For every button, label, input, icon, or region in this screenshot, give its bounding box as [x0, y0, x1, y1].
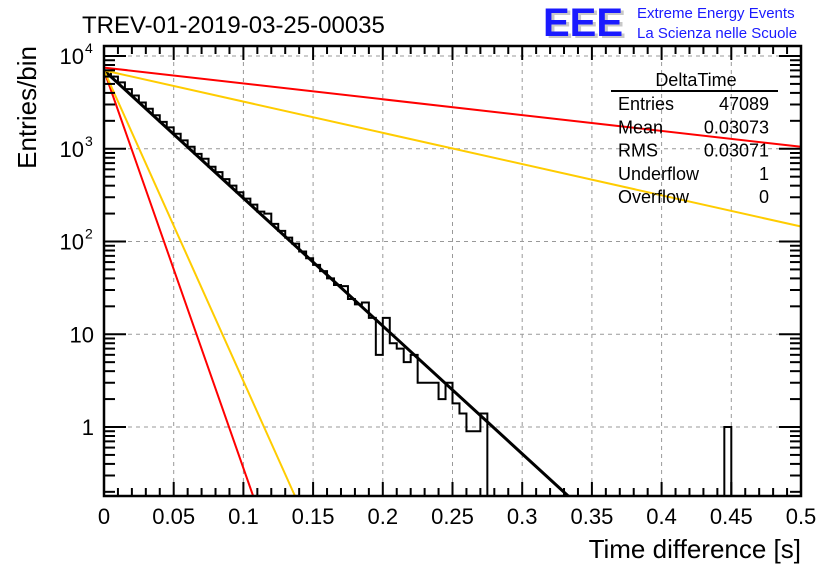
- fit-line-yellow-steep: [103, 69, 296, 497]
- stats-label: Underflow: [618, 164, 700, 184]
- histogram-bin: [355, 304, 362, 496]
- logo-line-2: La Scienza nelle Scuole: [637, 25, 797, 42]
- stats-label: Entries: [618, 94, 674, 114]
- stats-box: DeltaTime Entries 47089 Mean 0.03073 RMS 0.03…: [611, 70, 778, 207]
- y-tick-label: 10: [60, 230, 84, 255]
- stats-label: Mean: [618, 117, 663, 137]
- x-tick-label: 0.15: [292, 504, 335, 529]
- histogram-bin: [160, 122, 167, 496]
- histogram-bin: [334, 285, 341, 496]
- histogram-bin: [118, 82, 125, 496]
- histogram-bin: [195, 154, 202, 496]
- x-tick-label: 0.5: [786, 504, 817, 529]
- histogram-bin: [327, 278, 334, 496]
- histogram-bin: [348, 299, 355, 496]
- histogram-bin: [439, 399, 446, 496]
- histogram-bin: [292, 244, 299, 496]
- x-tick-labels: 0 0.05 0.1 0.15 0.2 0.25 0.3 0.35 0.4 0.45 0.5: [98, 504, 816, 529]
- fit-line-yellow-shallow: [103, 69, 802, 228]
- x-tick-label: 0.05: [152, 504, 195, 529]
- histogram-bin: [404, 362, 411, 496]
- y-tick-label: 10: [70, 322, 94, 347]
- histogram-bin: [306, 258, 313, 496]
- y-tick-label: 1: [82, 415, 94, 440]
- x-tick-label: 0: [98, 504, 110, 529]
- grid: [104, 46, 801, 496]
- fit-line-red-steep: [103, 70, 255, 497]
- histogram-bin: [724, 427, 731, 496]
- histogram-bin: [473, 431, 480, 496]
- x-tick-label: 0.1: [228, 504, 259, 529]
- x-axis-label: Time difference [s]: [589, 534, 801, 564]
- x-tick-label: 0.2: [368, 504, 399, 529]
- eee-logo: EEE EEE Extreme Energy Events La Scienza…: [543, 1, 797, 47]
- stats-value: 47089: [719, 94, 769, 114]
- histogram-bin: [278, 231, 285, 496]
- stats-value: 1: [759, 164, 769, 184]
- x-tick-label: 0.45: [710, 504, 753, 529]
- y-tick-exponent: 3: [85, 133, 93, 149]
- histogram-bin: [243, 199, 250, 496]
- stats-value: 0: [759, 187, 769, 207]
- histogram-bin: [174, 134, 181, 496]
- y-tick-label: 10: [60, 44, 84, 69]
- histogram-bin: [369, 318, 376, 496]
- histogram-bin: [264, 214, 271, 496]
- histogram-bin: [411, 355, 418, 496]
- y-axis-label: Entries/bin: [12, 46, 42, 169]
- histogram-bin: [383, 318, 390, 496]
- histogram-bin: [202, 159, 209, 496]
- histogram-bin: [466, 431, 473, 496]
- x-tick-label: 0.4: [646, 504, 677, 529]
- x-tick-label: 0.35: [570, 504, 613, 529]
- histogram-bin: [125, 89, 132, 496]
- axes: [102, 44, 803, 498]
- stats-value: 0.03071: [704, 141, 769, 161]
- histogram-bin: [459, 413, 466, 496]
- histogram-bin: [446, 383, 453, 496]
- y-tick-exponent: 4: [85, 40, 93, 56]
- histogram-bin: [397, 349, 404, 496]
- histogram-bin: [453, 403, 460, 496]
- histogram-bin: [390, 343, 397, 496]
- histogram-bin: [362, 302, 369, 496]
- fit-lines: [102, 66, 802, 498]
- stats-label: RMS: [618, 141, 658, 161]
- histogram-bin: [285, 238, 292, 496]
- logo-line-1: Extreme Energy Events: [637, 5, 795, 22]
- fit-line-red-shallow: [103, 66, 802, 148]
- histogram-bin: [313, 265, 320, 496]
- histogram-bin: [376, 355, 383, 496]
- fit-line-exponential-fit: [102, 69, 570, 498]
- histogram-bin: [418, 383, 425, 496]
- histogram-bin: [229, 186, 236, 496]
- histogram-bin: [320, 271, 327, 496]
- x-tick-label: 0.25: [431, 504, 474, 529]
- histogram-bin: [480, 413, 487, 496]
- histogram-bin: [153, 115, 160, 496]
- histogram-bin: [425, 383, 432, 496]
- histogram-bin: [432, 383, 439, 496]
- x-tick-label: 0.3: [507, 504, 538, 529]
- logo-text: EEE: [543, 1, 623, 45]
- histogram-bin: [181, 140, 188, 496]
- histogram-bin: [257, 212, 264, 496]
- histogram-bin: [209, 167, 216, 496]
- histogram-bin: [299, 252, 306, 496]
- histogram-bin: [111, 77, 118, 496]
- y-tick-label: 10: [60, 137, 84, 162]
- stats-title: DeltaTime: [655, 70, 736, 90]
- stats-value: 0.03073: [704, 117, 769, 137]
- chart-title: TREV-01-2019-03-25-00035: [82, 12, 385, 39]
- histogram-bin: [167, 127, 174, 496]
- y-tick-exponent: 2: [85, 226, 93, 242]
- histogram-bin: [341, 286, 348, 496]
- stats-label: Overflow: [618, 187, 690, 207]
- histogram-bin: [250, 205, 257, 496]
- logo-shadow: EEE: [546, 3, 626, 47]
